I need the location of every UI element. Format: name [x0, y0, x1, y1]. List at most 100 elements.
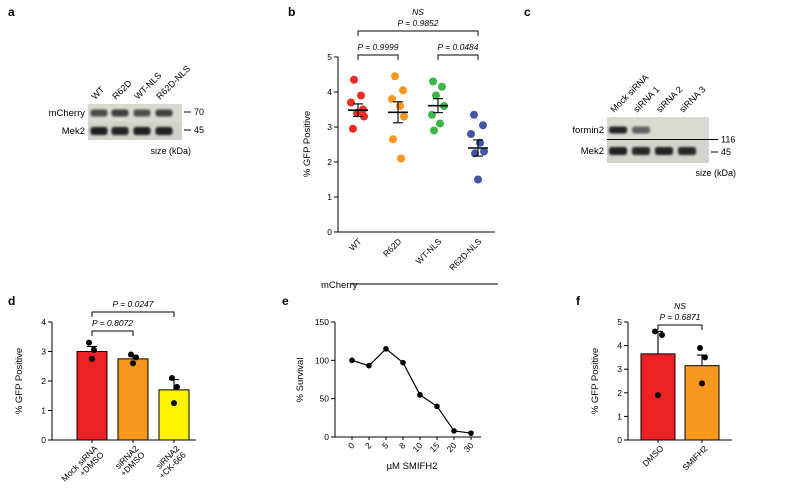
p-value-label: P = 0.9852 [397, 18, 438, 28]
p-value-label: P = 0.6871 [659, 312, 700, 322]
p-value-label: P = 0.0484 [437, 42, 478, 52]
data-point [436, 119, 444, 128]
panel-e-label: e [282, 294, 289, 308]
lane-label: R62D-NLS [154, 64, 192, 102]
data-point [480, 147, 488, 156]
x-tick-label: 20 [445, 440, 459, 454]
data-point [366, 362, 372, 369]
data-point [383, 346, 389, 352]
y-tick-label: 3 [617, 364, 622, 374]
x-tick-label: 8 [397, 440, 408, 451]
y-tick-label: 150 [315, 317, 329, 327]
panel-a-western-blot: WT R62DWT-NLSR62D-NLSmCherryMek27045size … [49, 64, 204, 156]
data-point [350, 75, 358, 84]
y-tick-label: 0 [327, 227, 332, 237]
data-point [438, 82, 446, 91]
significance-bracket [91, 311, 175, 317]
data-point [169, 375, 175, 382]
blot-row-label: formin2 [572, 125, 604, 136]
protein-band [133, 127, 151, 135]
x-category-label: DMSO [640, 443, 665, 468]
y-tick-label: 0 [41, 435, 46, 445]
data-point [697, 344, 703, 351]
panel-b-label: b [288, 5, 296, 19]
bar [684, 365, 720, 441]
y-tick-label: 2 [327, 157, 332, 167]
protein-band [609, 126, 627, 134]
x-tick-label: 10 [411, 440, 425, 454]
x-category-label: siRNA2+DMSO [112, 443, 147, 478]
data-point [171, 400, 177, 407]
p-value-label: P = 0.8072 [92, 318, 133, 328]
survival-curve [351, 348, 472, 434]
data-point [474, 175, 482, 184]
protein-band [632, 147, 650, 155]
data-point [400, 112, 408, 121]
lane-label: WT [89, 84, 106, 101]
y-axis-label: % GFP Positive [14, 348, 25, 414]
size-marker-label: 45 [194, 125, 204, 135]
x-category-label: R62D-NLS [447, 236, 483, 272]
significance-bracket [437, 54, 479, 60]
panel-a-label: a [8, 5, 15, 19]
p-value-label: P = 0.0247 [112, 299, 153, 309]
protein-band [155, 109, 173, 117]
y-tick-label: 2 [41, 376, 46, 386]
y-axis-label: % Survival [295, 358, 306, 403]
x-category-label: WT-NLS [414, 236, 444, 266]
y-tick-label: 0 [324, 432, 329, 442]
data-point [91, 347, 97, 354]
y-axis-label: % GFP Positive [302, 111, 313, 177]
data-point [479, 121, 487, 130]
panel-f-label: f [576, 294, 580, 308]
protein-band [632, 126, 650, 134]
data-point [349, 357, 355, 364]
data-point [429, 77, 437, 86]
significance-bracket [357, 54, 399, 60]
data-point [428, 110, 436, 119]
data-point [471, 149, 479, 158]
size-axis-label: size (kDa) [150, 146, 191, 156]
protein-band [90, 109, 108, 117]
protein-band [678, 147, 696, 155]
x-category-label: WT [347, 236, 363, 252]
data-point [349, 124, 357, 133]
x-tick-label: 0 [346, 440, 357, 451]
data-point [391, 72, 399, 81]
data-point [397, 154, 405, 163]
blot-row-label: mCherry [49, 108, 86, 119]
data-point [347, 98, 355, 107]
data-point [470, 110, 478, 119]
x-category-label: siRNA2+CK-666 [150, 443, 188, 481]
data-point [89, 355, 95, 362]
group-axis-label: mCherry [321, 280, 358, 291]
significance-bracket [357, 30, 479, 36]
blot-strip [607, 117, 709, 140]
data-point [430, 126, 438, 135]
y-tick-label: 4 [617, 341, 622, 351]
blot-row-label: Mek2 [581, 146, 604, 157]
data-point [174, 383, 180, 390]
protein-band [111, 127, 129, 135]
protein-band [111, 109, 129, 117]
data-point [400, 359, 406, 366]
panel-f-bar-chart: 0 1 2 3 4 5 % GFP Positive DMSO SMIFH2 NSP = 0.68… [590, 301, 732, 472]
x-tick-label: 30 [462, 440, 476, 454]
data-point [702, 354, 708, 361]
protein-band [609, 147, 627, 155]
y-tick-label: 3 [41, 347, 46, 357]
data-point [389, 135, 397, 144]
data-point [130, 360, 136, 367]
data-point [396, 102, 404, 110]
protein-band [133, 109, 151, 117]
data-point [434, 403, 440, 410]
protein-band [655, 147, 673, 155]
significance-bracket [91, 330, 134, 336]
y-axis-label: % GFP Positive [590, 348, 601, 414]
y-tick-label: 1 [617, 411, 622, 421]
y-tick-label: 5 [617, 317, 622, 327]
panel-d-label: d [8, 294, 16, 308]
